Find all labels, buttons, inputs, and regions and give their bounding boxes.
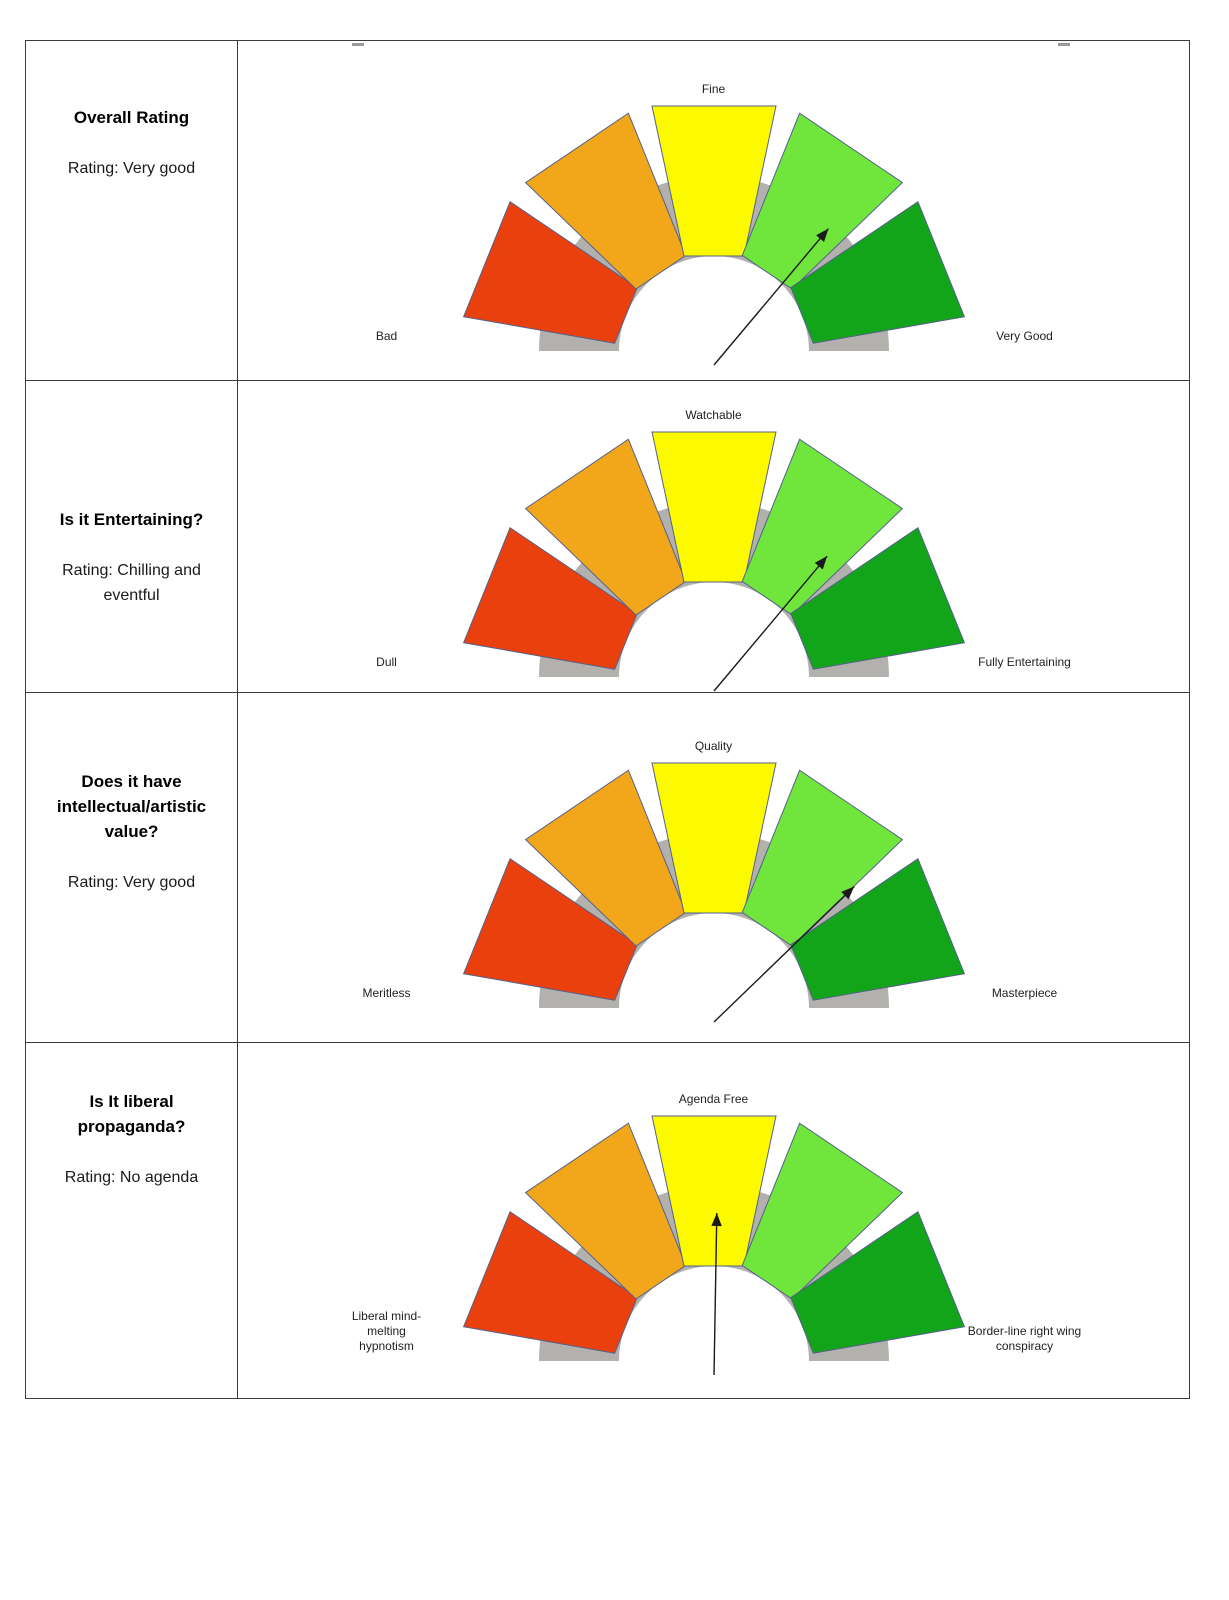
gauge-segment-yellow [650, 762, 777, 913]
gauge-top-label: Watchable [685, 407, 742, 422]
gauge-dial [462, 1115, 965, 1375]
gauge-chart: Fine Bad Very Good [239, 56, 1189, 366]
gauge-segment-yellow [650, 431, 777, 582]
gauge-segment-yellow [650, 1115, 777, 1266]
gauge-chart: Agenda Free Liberal mind-melting hypnoti… [239, 1066, 1189, 1376]
gauge-right-label: Masterpiece [991, 985, 1058, 1000]
category-title: Overall Rating [73, 108, 190, 127]
rating-summary-cell: Is It liberal propaganda? Rating: No age… [25, 1042, 238, 1399]
gauge-chart: Watchable Dull Fully Entertaining [239, 382, 1189, 692]
gauge-top-label: Quality [694, 738, 733, 753]
gauge-needle [712, 555, 828, 691]
gauge-segment-yellow [650, 105, 777, 256]
gauge-right-label: Fully Entertaining [978, 654, 1071, 669]
rating-text: Rating: Very good [67, 160, 196, 177]
gauge-needle-arrowhead [840, 886, 854, 899]
category-title: Does it have intellectual/artistic value… [56, 772, 207, 841]
gauge-left-label: Meritless [362, 985, 411, 1000]
gauge-segment-light-green [741, 437, 903, 616]
gauge-left-label: Dull [376, 654, 397, 669]
gauge-segment-light-green [741, 111, 903, 290]
gauge-dial [462, 105, 965, 365]
gauge-top-label: Agenda Free [678, 1091, 749, 1106]
stray-mark [352, 43, 364, 46]
gauge-segment-green [789, 1210, 965, 1354]
gauge-segment-light-green [741, 1121, 903, 1300]
rating-text: Rating: Very good [67, 874, 196, 891]
gauge-needle-arrowhead [710, 1212, 722, 1226]
gauge-right-label: Very Good [996, 328, 1053, 343]
gauge-segment-red [462, 200, 638, 344]
gauge-dial [462, 762, 965, 1023]
gauge-segment-orange [524, 1121, 686, 1300]
gauge-top-label: Fine [701, 81, 726, 96]
gauge-left-label: Liberal mind-melting hypnotism [351, 1308, 422, 1353]
rating-review-table: Overall Rating Rating: Very good Fine Ba… [25, 40, 1190, 1399]
gauge-right-label: Border-line right wing conspiracy [967, 1323, 1082, 1353]
table-row: Does it have intellectual/artistic value… [25, 692, 1190, 1043]
table-row: Overall Rating Rating: Very good Fine Ba… [25, 40, 1190, 381]
gauge-segment-light-green [741, 768, 903, 947]
gauge-left-label: Bad [375, 328, 398, 343]
gauge-segment-green [789, 200, 965, 344]
gauge-needle [712, 227, 829, 365]
gauge-chart: Quality Meritless Masterpiece [239, 713, 1189, 1023]
gauge-needle-arrowhead [815, 228, 828, 242]
category-title: Is It liberal propaganda? [77, 1092, 186, 1136]
gauge-cell: Watchable Dull Fully Entertaining [237, 380, 1190, 693]
gauge-segment-orange [524, 111, 686, 290]
gauge-segment-green [789, 857, 965, 1001]
gauge-segment-orange [524, 768, 686, 947]
gauge-segment-red [462, 1210, 638, 1354]
gauge-needle-arrowhead [814, 555, 827, 569]
gauge-segment-green [789, 526, 965, 670]
rating-text: Rating: No agenda [64, 1169, 199, 1186]
gauge-dial [462, 431, 965, 691]
table-row: Is It liberal propaganda? Rating: No age… [25, 1042, 1190, 1399]
gauge-segment-orange [524, 437, 686, 616]
gauge-needle [713, 885, 855, 1023]
category-title: Is it Entertaining? [59, 510, 204, 529]
rating-text: Rating: Chilling and eventful [62, 562, 201, 604]
rating-summary-cell: Does it have intellectual/artistic value… [25, 692, 238, 1043]
gauge-cell: Fine Bad Very Good [237, 40, 1190, 381]
gauge-segment-red [462, 857, 638, 1001]
rating-summary-cell: Is it Entertaining? Rating: Chilling and… [25, 380, 238, 693]
table-row: Is it Entertaining? Rating: Chilling and… [25, 380, 1190, 693]
gauge-needle [712, 1212, 718, 1375]
rating-summary-cell: Overall Rating Rating: Very good [25, 40, 238, 381]
gauge-cell: Agenda Free Liberal mind-melting hypnoti… [237, 1042, 1190, 1399]
stray-mark [1058, 43, 1070, 46]
gauge-segment-red [462, 526, 638, 670]
gauge-cell: Quality Meritless Masterpiece [237, 692, 1190, 1043]
